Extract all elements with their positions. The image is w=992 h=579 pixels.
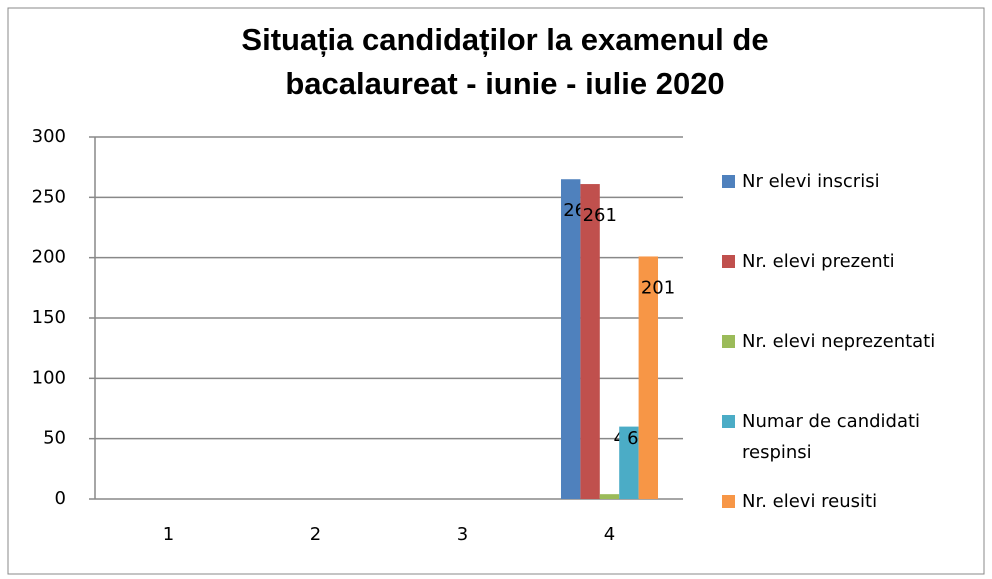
legend-item: Nr. elevi prezenti bbox=[722, 246, 972, 277]
bar bbox=[580, 184, 600, 499]
y-tick-label: 50 bbox=[43, 428, 66, 449]
x-tick-label: 4 bbox=[604, 524, 615, 545]
x-tick-label: 1 bbox=[163, 524, 174, 545]
legend-label: Nr. elevi neprezentati bbox=[742, 331, 936, 352]
bar bbox=[599, 494, 620, 499]
chart-border bbox=[7, 7, 985, 575]
y-tick-label: 0 bbox=[55, 488, 66, 509]
legend-swatch bbox=[722, 335, 735, 348]
x-tick-label: 3 bbox=[457, 524, 468, 545]
legend-swatch bbox=[722, 175, 735, 188]
bar bbox=[638, 256, 659, 499]
legend-label: Nr. elevi prezenti bbox=[742, 251, 895, 272]
legend-label: Numar de candidati respinsi bbox=[742, 411, 921, 463]
y-tick-label: 100 bbox=[32, 367, 66, 388]
legend-item: Numar de candidati respinsi bbox=[722, 406, 972, 468]
bar bbox=[619, 426, 639, 499]
y-tick-label: 250 bbox=[32, 186, 66, 207]
legend-swatch bbox=[722, 495, 735, 508]
x-tick-label: 2 bbox=[310, 524, 321, 545]
data-label: 261 bbox=[583, 205, 617, 226]
bar bbox=[560, 179, 581, 499]
y-tick-label: 300 bbox=[32, 126, 66, 147]
legend-label: Nr elevi inscrisi bbox=[742, 171, 880, 192]
legend-item: Nr elevi inscrisi bbox=[722, 166, 972, 197]
y-tick-label: 150 bbox=[32, 307, 66, 328]
legend-item: Nr. elevi neprezentati bbox=[722, 326, 972, 357]
data-label: 201 bbox=[641, 277, 675, 298]
y-tick-label: 200 bbox=[32, 247, 66, 268]
legend-item: Nr. elevi reusiti bbox=[722, 486, 972, 517]
legend-label: Nr. elevi reusiti bbox=[742, 491, 878, 512]
legend-swatch bbox=[722, 255, 735, 268]
chart-title: Situația candidaților la examenul de bac… bbox=[241, 22, 769, 101]
legend-swatch bbox=[722, 415, 735, 428]
